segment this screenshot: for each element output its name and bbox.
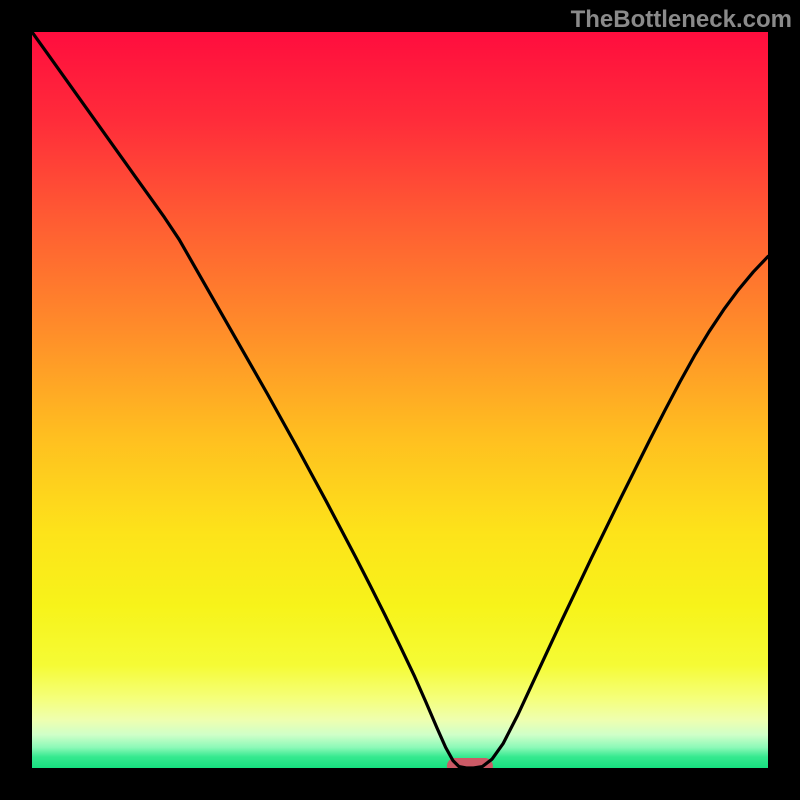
bottleneck-chart: TheBottleneck.com xyxy=(0,0,800,800)
watermark-text: TheBottleneck.com xyxy=(571,6,792,34)
gradient-background xyxy=(32,32,768,768)
